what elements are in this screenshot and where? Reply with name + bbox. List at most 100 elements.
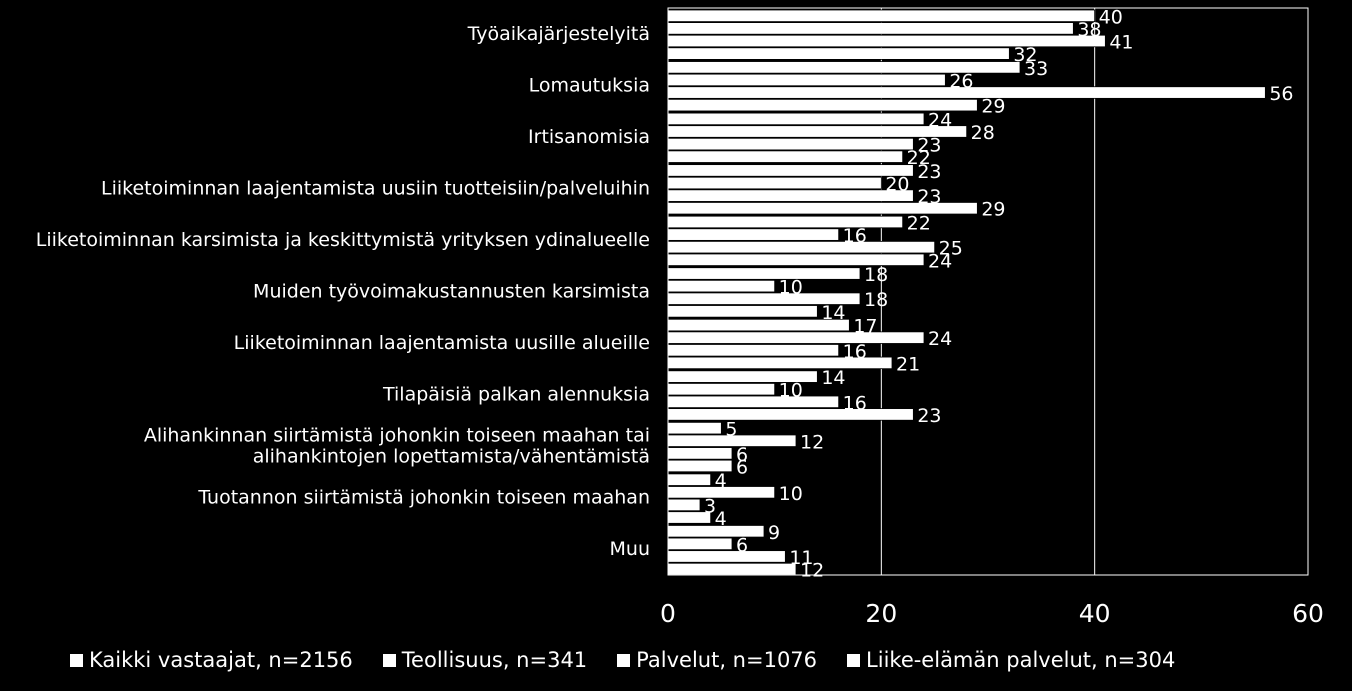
bar <box>667 112 925 126</box>
data-label: 16 <box>843 341 867 363</box>
legend: Kaikki vastaajat, n=2156 Teollisuus, n=3… <box>70 648 1205 672</box>
bar <box>667 562 797 576</box>
data-label: 56 <box>1269 83 1293 105</box>
data-label: 32 <box>1013 44 1037 66</box>
x-tick-label: 20 <box>865 599 897 628</box>
data-label: 25 <box>939 238 963 260</box>
data-label: 40 <box>1099 6 1123 28</box>
data-label: 22 <box>907 212 931 234</box>
bar <box>667 176 882 190</box>
category-label: alihankintojen lopettamista/vähentämistä <box>253 446 650 468</box>
data-label: 24 <box>928 109 952 131</box>
category-label: Irtisanomisia <box>528 126 650 148</box>
bar <box>667 150 904 163</box>
bar <box>667 215 904 229</box>
data-label: 29 <box>981 96 1005 118</box>
legend-label: Palvelut, n=1076 <box>636 648 818 672</box>
data-label: 23 <box>917 161 941 183</box>
x-tick-label: 40 <box>1079 599 1111 628</box>
bar <box>667 331 925 344</box>
legend-swatch <box>382 653 396 667</box>
bar <box>667 279 776 293</box>
data-label: 5 <box>725 419 737 441</box>
data-label: 33 <box>1024 58 1048 80</box>
bar <box>667 305 818 318</box>
data-label: 10 <box>779 483 803 505</box>
bar <box>667 408 914 421</box>
data-label: 41 <box>1109 32 1133 54</box>
legend-label: Liike-elämän palvelut, n=304 <box>866 648 1176 672</box>
data-label: 23 <box>917 405 941 427</box>
category-label: Tilapäisiä palkan alennuksia <box>382 384 650 406</box>
data-label: 10 <box>779 380 803 402</box>
bar <box>667 22 1074 35</box>
data-label: 24 <box>928 250 952 272</box>
data-label: 23 <box>917 135 941 157</box>
legend-item: Kaikki vastaajat, n=2156 <box>70 648 353 672</box>
bar <box>667 498 701 512</box>
data-label: 22 <box>907 147 931 169</box>
category-label: Muu <box>610 538 650 560</box>
category-labels: Työaikajärjestelyitä Lomautuksia Irtisanom… <box>36 23 650 560</box>
data-label: 23 <box>917 186 941 208</box>
legend-label: Teollisuus, n=341 <box>401 648 588 672</box>
data-label: 38 <box>1077 19 1101 41</box>
category-label: Liiketoiminnan laajentamista uusiin tuot… <box>101 177 650 199</box>
bar <box>667 267 861 280</box>
bar <box>667 383 776 396</box>
value-labels: 4038413233265629242823222320232922162524… <box>704 6 1294 581</box>
bar <box>667 395 840 409</box>
category-label: Työaikajärjestelyitä <box>467 23 650 45</box>
legend-item: Liike-elämän palvelut, n=304 <box>847 648 1175 672</box>
bar <box>667 537 733 551</box>
legend-item: Teollisuus, n=341 <box>382 648 588 672</box>
legend-item: Palvelut, n=1076 <box>617 648 817 672</box>
bar <box>667 344 840 357</box>
data-label: 18 <box>864 264 888 286</box>
data-label: 14 <box>821 302 845 324</box>
data-label: 16 <box>843 392 867 414</box>
data-label: 4 <box>715 508 727 530</box>
data-label: 6 <box>736 456 748 478</box>
data-label: 4 <box>715 470 727 492</box>
data-label: 3 <box>704 495 716 517</box>
x-tick-label: 60 <box>1292 599 1324 628</box>
legend-swatch <box>70 653 83 667</box>
bar <box>667 473 712 486</box>
data-label: 29 <box>981 199 1005 221</box>
data-label: 16 <box>843 225 867 247</box>
category-label: Liiketoiminnan karsimista ja keskittymis… <box>36 229 650 251</box>
bar <box>667 421 722 435</box>
data-label: 17 <box>853 316 877 338</box>
category-label: Muiden työvoimakustannusten karsimista <box>253 281 650 303</box>
data-label: 6 <box>736 444 748 466</box>
data-label: 10 <box>779 277 803 299</box>
bar <box>667 9 1096 23</box>
x-tick-label: 0 <box>660 599 676 628</box>
data-label: 28 <box>971 122 995 144</box>
bar <box>667 189 914 202</box>
data-label: 12 <box>800 560 824 582</box>
data-label: 18 <box>864 289 888 311</box>
data-label: 21 <box>896 353 920 375</box>
legend-swatch <box>617 653 631 667</box>
bar <box>667 73 946 87</box>
bar <box>667 164 914 177</box>
data-label: 12 <box>800 431 824 453</box>
bar <box>667 47 1010 60</box>
bar <box>667 228 840 241</box>
x-tick-labels: 0 20 40 60 <box>660 599 1324 628</box>
data-label: 11 <box>789 547 813 569</box>
legend-label: Kaikki vastaajat, n=2156 <box>89 648 353 672</box>
bar <box>667 34 1106 48</box>
data-label: 6 <box>736 534 748 556</box>
bar <box>667 240 936 254</box>
category-label: Tuotannon siirtämistä johonkin toiseen m… <box>197 487 650 509</box>
data-label: 9 <box>768 522 780 544</box>
bar <box>667 550 786 563</box>
bar <box>667 447 733 460</box>
bar <box>667 137 914 151</box>
legend-swatch <box>847 653 861 667</box>
category-label: Alihankinnan siirtämistä johonkin toisee… <box>144 425 650 447</box>
